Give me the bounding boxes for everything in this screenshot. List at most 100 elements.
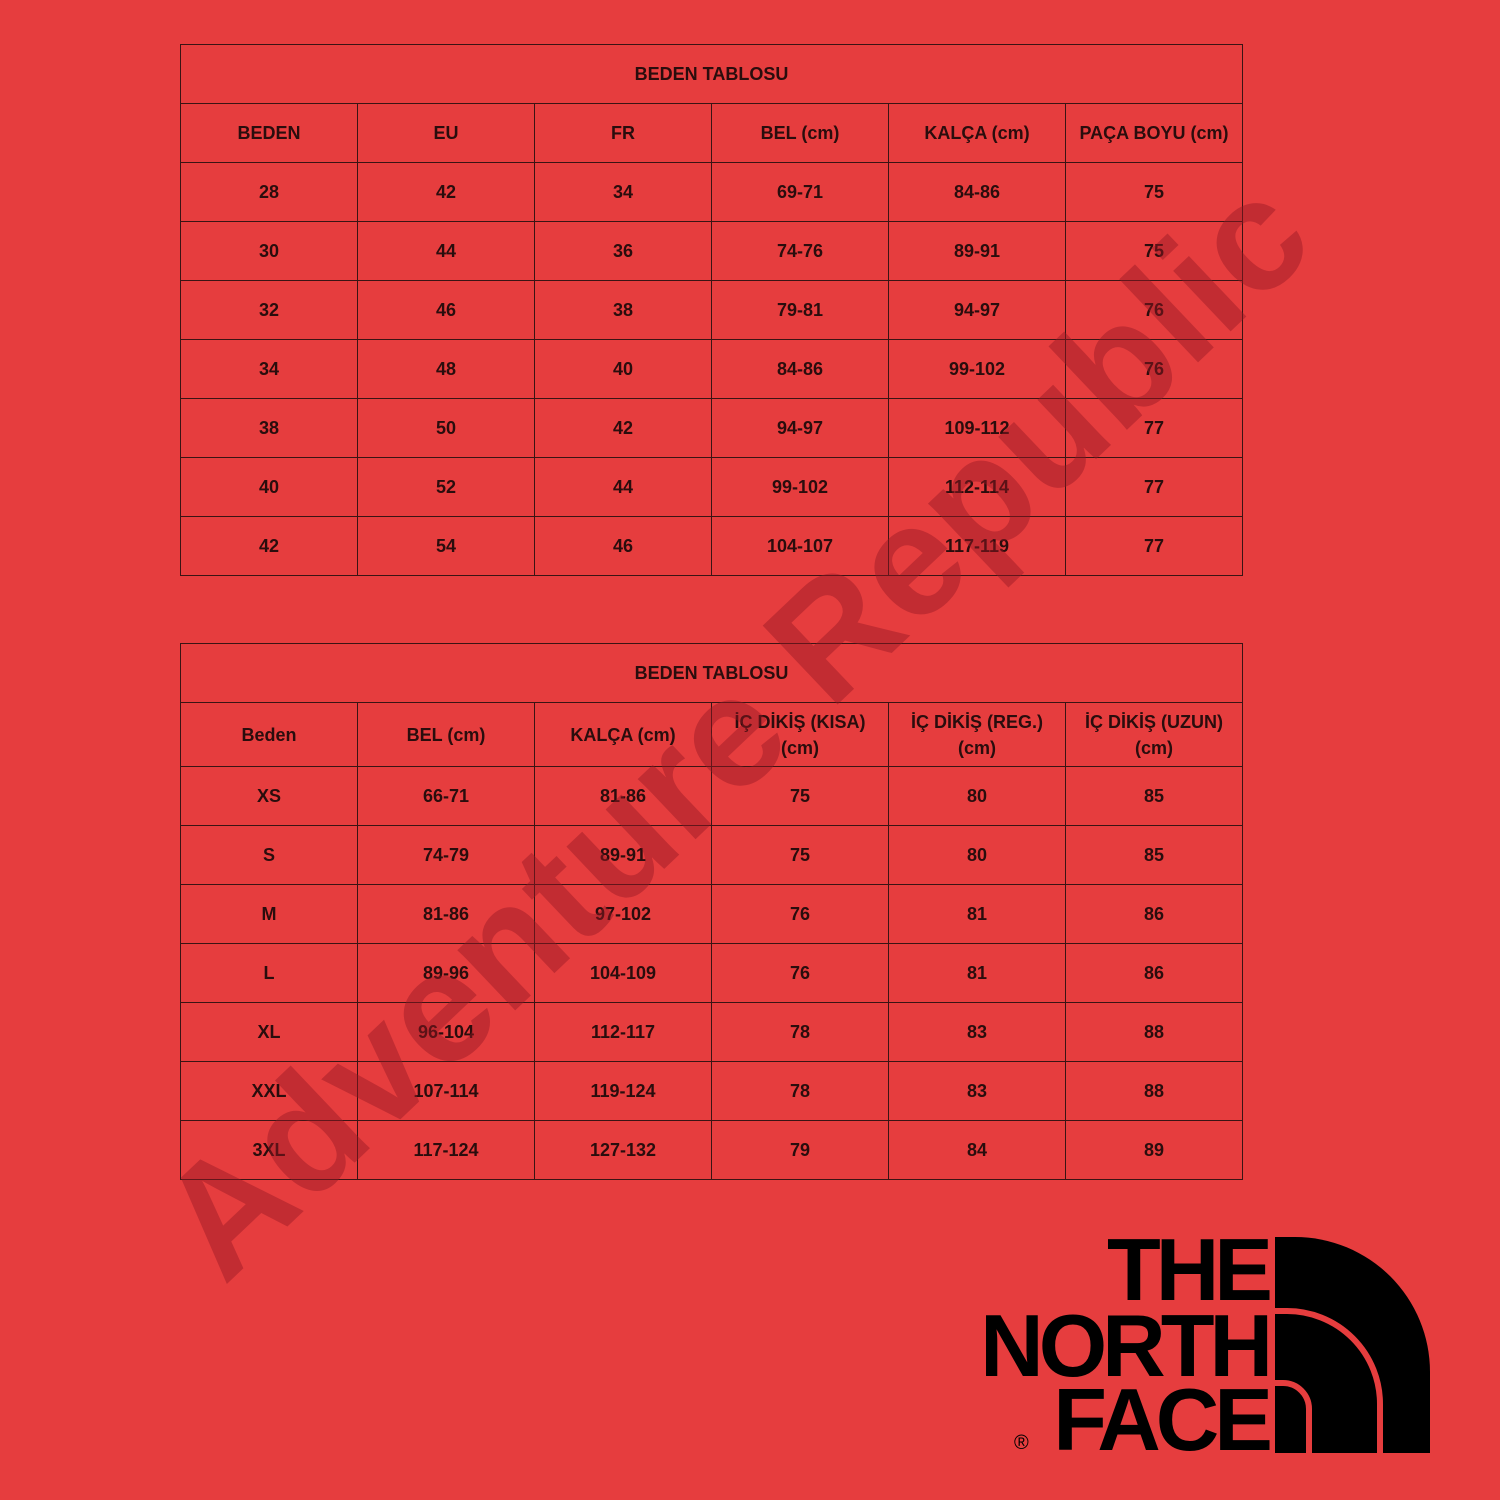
table-cell: 77	[1065, 516, 1243, 576]
table-cell: 38	[180, 398, 358, 458]
table-cell: 44	[357, 221, 535, 281]
table-row: XL 96-104 112-117 78 83 88	[180, 1002, 1243, 1062]
header-line: İÇ DİKİŞ (REG.)	[910, 711, 1043, 732]
table-cell: 84	[888, 1120, 1066, 1180]
table-row: XS 66-71 81-86 75 80 85	[180, 766, 1243, 826]
column-header: İÇ DİKİŞ (REG.) (cm)	[888, 702, 1066, 767]
table-cell: 32	[180, 280, 358, 340]
table-cell: 46	[357, 280, 535, 340]
column-header: BEDEN	[180, 103, 358, 163]
header-line: BEL (cm)	[406, 724, 486, 745]
header-line: (cm)	[957, 737, 996, 758]
table-cell: 88	[1065, 1002, 1243, 1062]
table-row: 40 52 44 99-102 112-114 77	[180, 457, 1243, 517]
logo-line-face: FACE	[1053, 1370, 1273, 1469]
table-cell: 75	[1065, 162, 1243, 222]
table-cell: 89-91	[888, 221, 1066, 281]
table-cell: 40	[534, 339, 712, 399]
size-table-letter: BEDEN TABLOSU Beden BEL (cm) KALÇA (cm) İÇ D…	[180, 643, 1243, 1180]
table-cell: 94-97	[711, 398, 889, 458]
column-header: İÇ DİKİŞ (UZUN) (cm)	[1065, 702, 1243, 767]
table-header-row: Beden BEL (cm) KALÇA (cm) İÇ DİKİŞ (KISA) (c…	[180, 702, 1243, 767]
table-cell: 80	[888, 825, 1066, 885]
table-row: L 89-96 104-109 76 81 86	[180, 943, 1243, 1003]
table-cell: 79-81	[711, 280, 889, 340]
table-cell: 78	[711, 1061, 889, 1121]
header-line: İÇ DİKİŞ (UZUN)	[1085, 711, 1223, 732]
table-title-row: BEDEN TABLOSU	[180, 44, 1243, 104]
table-title: BEDEN TABLOSU	[180, 643, 1243, 703]
table-cell: S	[180, 825, 358, 885]
table-cell: 99-102	[711, 457, 889, 517]
table-cell: 34	[180, 339, 358, 399]
table-cell: 66-71	[357, 766, 535, 826]
table-cell: 44	[534, 457, 712, 517]
table-cell: 76	[1065, 339, 1243, 399]
table-cell: 107-114	[357, 1061, 535, 1121]
table-cell: 104-107	[711, 516, 889, 576]
table-cell: 99-102	[888, 339, 1066, 399]
table-header-row: BEDEN EU FR BEL (cm) KALÇA (cm) PAÇA BOYU (cm…	[180, 103, 1243, 163]
column-header: İÇ DİKİŞ (KISA) (cm)	[711, 702, 889, 767]
size-table-numeric: BEDEN TABLOSU BEDEN EU FR BEL (cm) KALÇA (cm)…	[180, 44, 1243, 576]
table-cell: 81	[888, 943, 1066, 1003]
column-header: KALÇA (cm)	[888, 103, 1066, 163]
table-cell: 86	[1065, 884, 1243, 944]
table-cell: 46	[534, 516, 712, 576]
table-cell: L	[180, 943, 358, 1003]
table-title: BEDEN TABLOSU	[180, 44, 1243, 104]
table-cell: 76	[711, 884, 889, 944]
table-cell: 88	[1065, 1061, 1243, 1121]
table-cell: 83	[888, 1061, 1066, 1121]
table-row: M 81-86 97-102 76 81 86	[180, 884, 1243, 944]
table-cell: 85	[1065, 825, 1243, 885]
table-title-row: BEDEN TABLOSU	[180, 643, 1243, 703]
table-cell: 94-97	[888, 280, 1066, 340]
column-header: EU	[357, 103, 535, 163]
table-cell: 81-86	[357, 884, 535, 944]
table-row: XXL 107-114 119-124 78 83 88	[180, 1061, 1243, 1121]
the-north-face-logo: THE NORTH FACE ®	[950, 1220, 1435, 1469]
table-cell: XS	[180, 766, 358, 826]
table-cell: 97-102	[534, 884, 712, 944]
header-line: İÇ DİKİŞ (KISA)	[734, 711, 866, 732]
table-row: 38 50 42 94-97 109-112 77	[180, 398, 1243, 458]
registered-mark: ®	[1014, 1432, 1029, 1454]
table-cell: 76	[711, 943, 889, 1003]
table-cell: 48	[357, 339, 535, 399]
table-cell: M	[180, 884, 358, 944]
column-header: BEL (cm)	[711, 103, 889, 163]
logo-line-the: THE	[1107, 1220, 1273, 1319]
header-line: (cm)	[780, 737, 819, 758]
table-cell: 77	[1065, 457, 1243, 517]
table-cell: 30	[180, 221, 358, 281]
table-cell: 84-86	[711, 339, 889, 399]
table-cell: 89-96	[357, 943, 535, 1003]
table-cell: 117-124	[357, 1120, 535, 1180]
table-row: 3XL 117-124 127-132 79 84 89	[180, 1120, 1243, 1180]
column-header: PAÇA BOYU (cm)	[1065, 103, 1243, 163]
column-header: BEL (cm)	[357, 702, 535, 767]
table-cell: 42	[534, 398, 712, 458]
column-header: KALÇA (cm)	[534, 702, 712, 767]
table-row: 34 48 40 84-86 99-102 76	[180, 339, 1243, 399]
table-cell: 69-71	[711, 162, 889, 222]
half-dome-icon	[1275, 1237, 1430, 1453]
table-cell: 119-124	[534, 1061, 712, 1121]
table-cell: 74-76	[711, 221, 889, 281]
column-header: Beden	[180, 702, 358, 767]
table-cell: 40	[180, 457, 358, 517]
table-cell: 84-86	[888, 162, 1066, 222]
header-line: KALÇA (cm)	[570, 724, 676, 745]
table-cell: 3XL	[180, 1120, 358, 1180]
table-cell: 50	[357, 398, 535, 458]
table-row: 28 42 34 69-71 84-86 75	[180, 162, 1243, 222]
table-cell: 38	[534, 280, 712, 340]
table-cell: 86	[1065, 943, 1243, 1003]
table-cell: 42	[357, 162, 535, 222]
table-cell: 89-91	[534, 825, 712, 885]
table-row: 30 44 36 74-76 89-91 75	[180, 221, 1243, 281]
table-cell: 75	[711, 766, 889, 826]
table-cell: 89	[1065, 1120, 1243, 1180]
table-cell: 36	[534, 221, 712, 281]
